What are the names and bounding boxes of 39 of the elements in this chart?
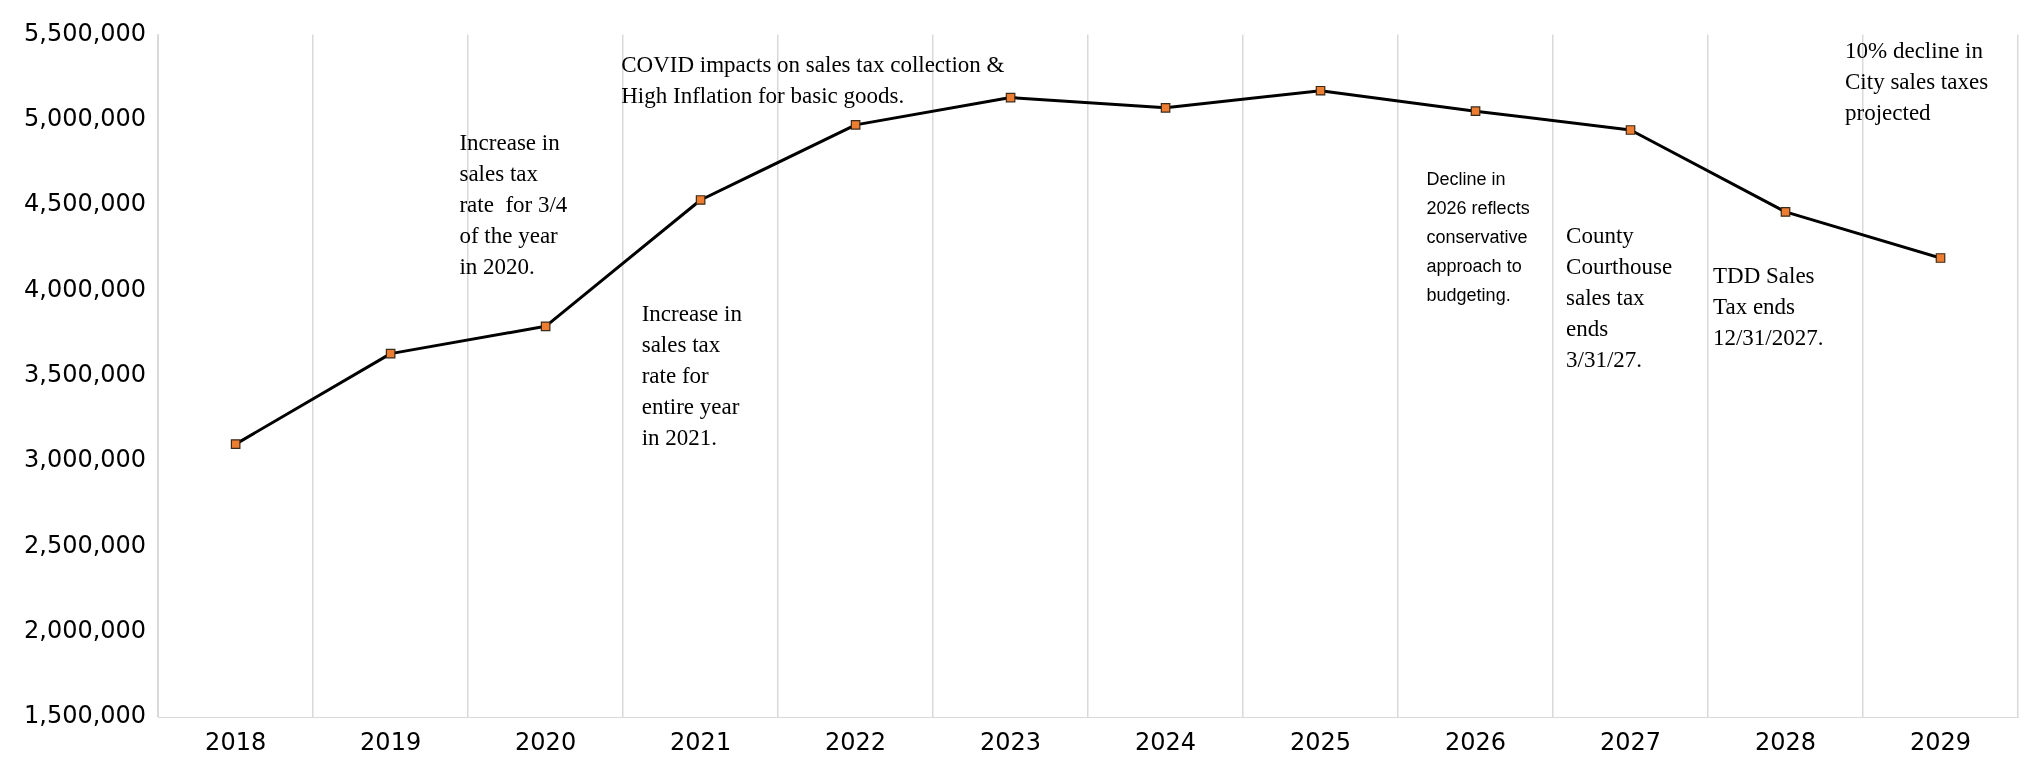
point — [1780, 207, 1791, 217]
point — [1160, 102, 1171, 113]
y-tick-label: 2,500,000 — [23, 530, 147, 559]
x-tick-label: 2021 — [670, 727, 732, 756]
point — [1470, 106, 1481, 117]
x-tick-label: 2018 — [205, 727, 267, 756]
annotation: Increase in sales tax rate for entire year in 2021. — [641, 300, 743, 450]
x-tick-label: 2020 — [515, 727, 577, 756]
x-tick-label: 2022 — [825, 727, 887, 756]
y-tick-label: 3,000,000 — [23, 445, 147, 474]
x-tick-label: 2024 — [1135, 727, 1197, 756]
point — [850, 120, 861, 130]
y-tick-label: 5,000,000 — [23, 103, 147, 132]
point — [695, 195, 706, 205]
x-tick-label: 2027 — [1599, 727, 1662, 756]
x-tick-label: 2025 — [1290, 727, 1352, 756]
point — [230, 439, 241, 449]
point — [1935, 253, 1946, 263]
y-tick-label: 1,500,000 — [23, 701, 147, 730]
x-tick-label: 2026 — [1445, 727, 1507, 756]
annotation: COVID impacts on sales tax collection & High Inflation for basic goods. — [621, 52, 1005, 109]
point — [540, 321, 551, 332]
point — [1315, 85, 1326, 96]
y-tick-label: 4,000,000 — [23, 274, 147, 303]
annotation: Increase in sales tax rate for 3/4 of the year in 2020. — [459, 130, 568, 280]
annotation: 10% decline in City sales taxes projected — [1845, 38, 1989, 126]
point — [385, 348, 396, 359]
annotation: TDD Sales Tax ends 12/31/2027. — [1712, 263, 1824, 351]
x-tick-label: 2029 — [1909, 727, 1972, 756]
y-tick-label: 2,000,000 — [23, 616, 147, 645]
x-tick-label: 2019 — [360, 727, 422, 756]
y-tick-label: 3,500,000 — [23, 360, 147, 389]
x-tick-label: 2023 — [980, 727, 1042, 756]
annotation: County Courthouse sales tax ends 3/31/27. — [1566, 223, 1673, 373]
x-tick-label: 2028 — [1754, 727, 1817, 756]
annotation: Decline in 2026 reflects conservative approach to budgeting. — [1426, 168, 1530, 305]
y-tick-label: 5,500,000 — [23, 18, 147, 47]
point — [1625, 125, 1636, 135]
y-tick-label: 4,500,000 — [23, 189, 147, 218]
